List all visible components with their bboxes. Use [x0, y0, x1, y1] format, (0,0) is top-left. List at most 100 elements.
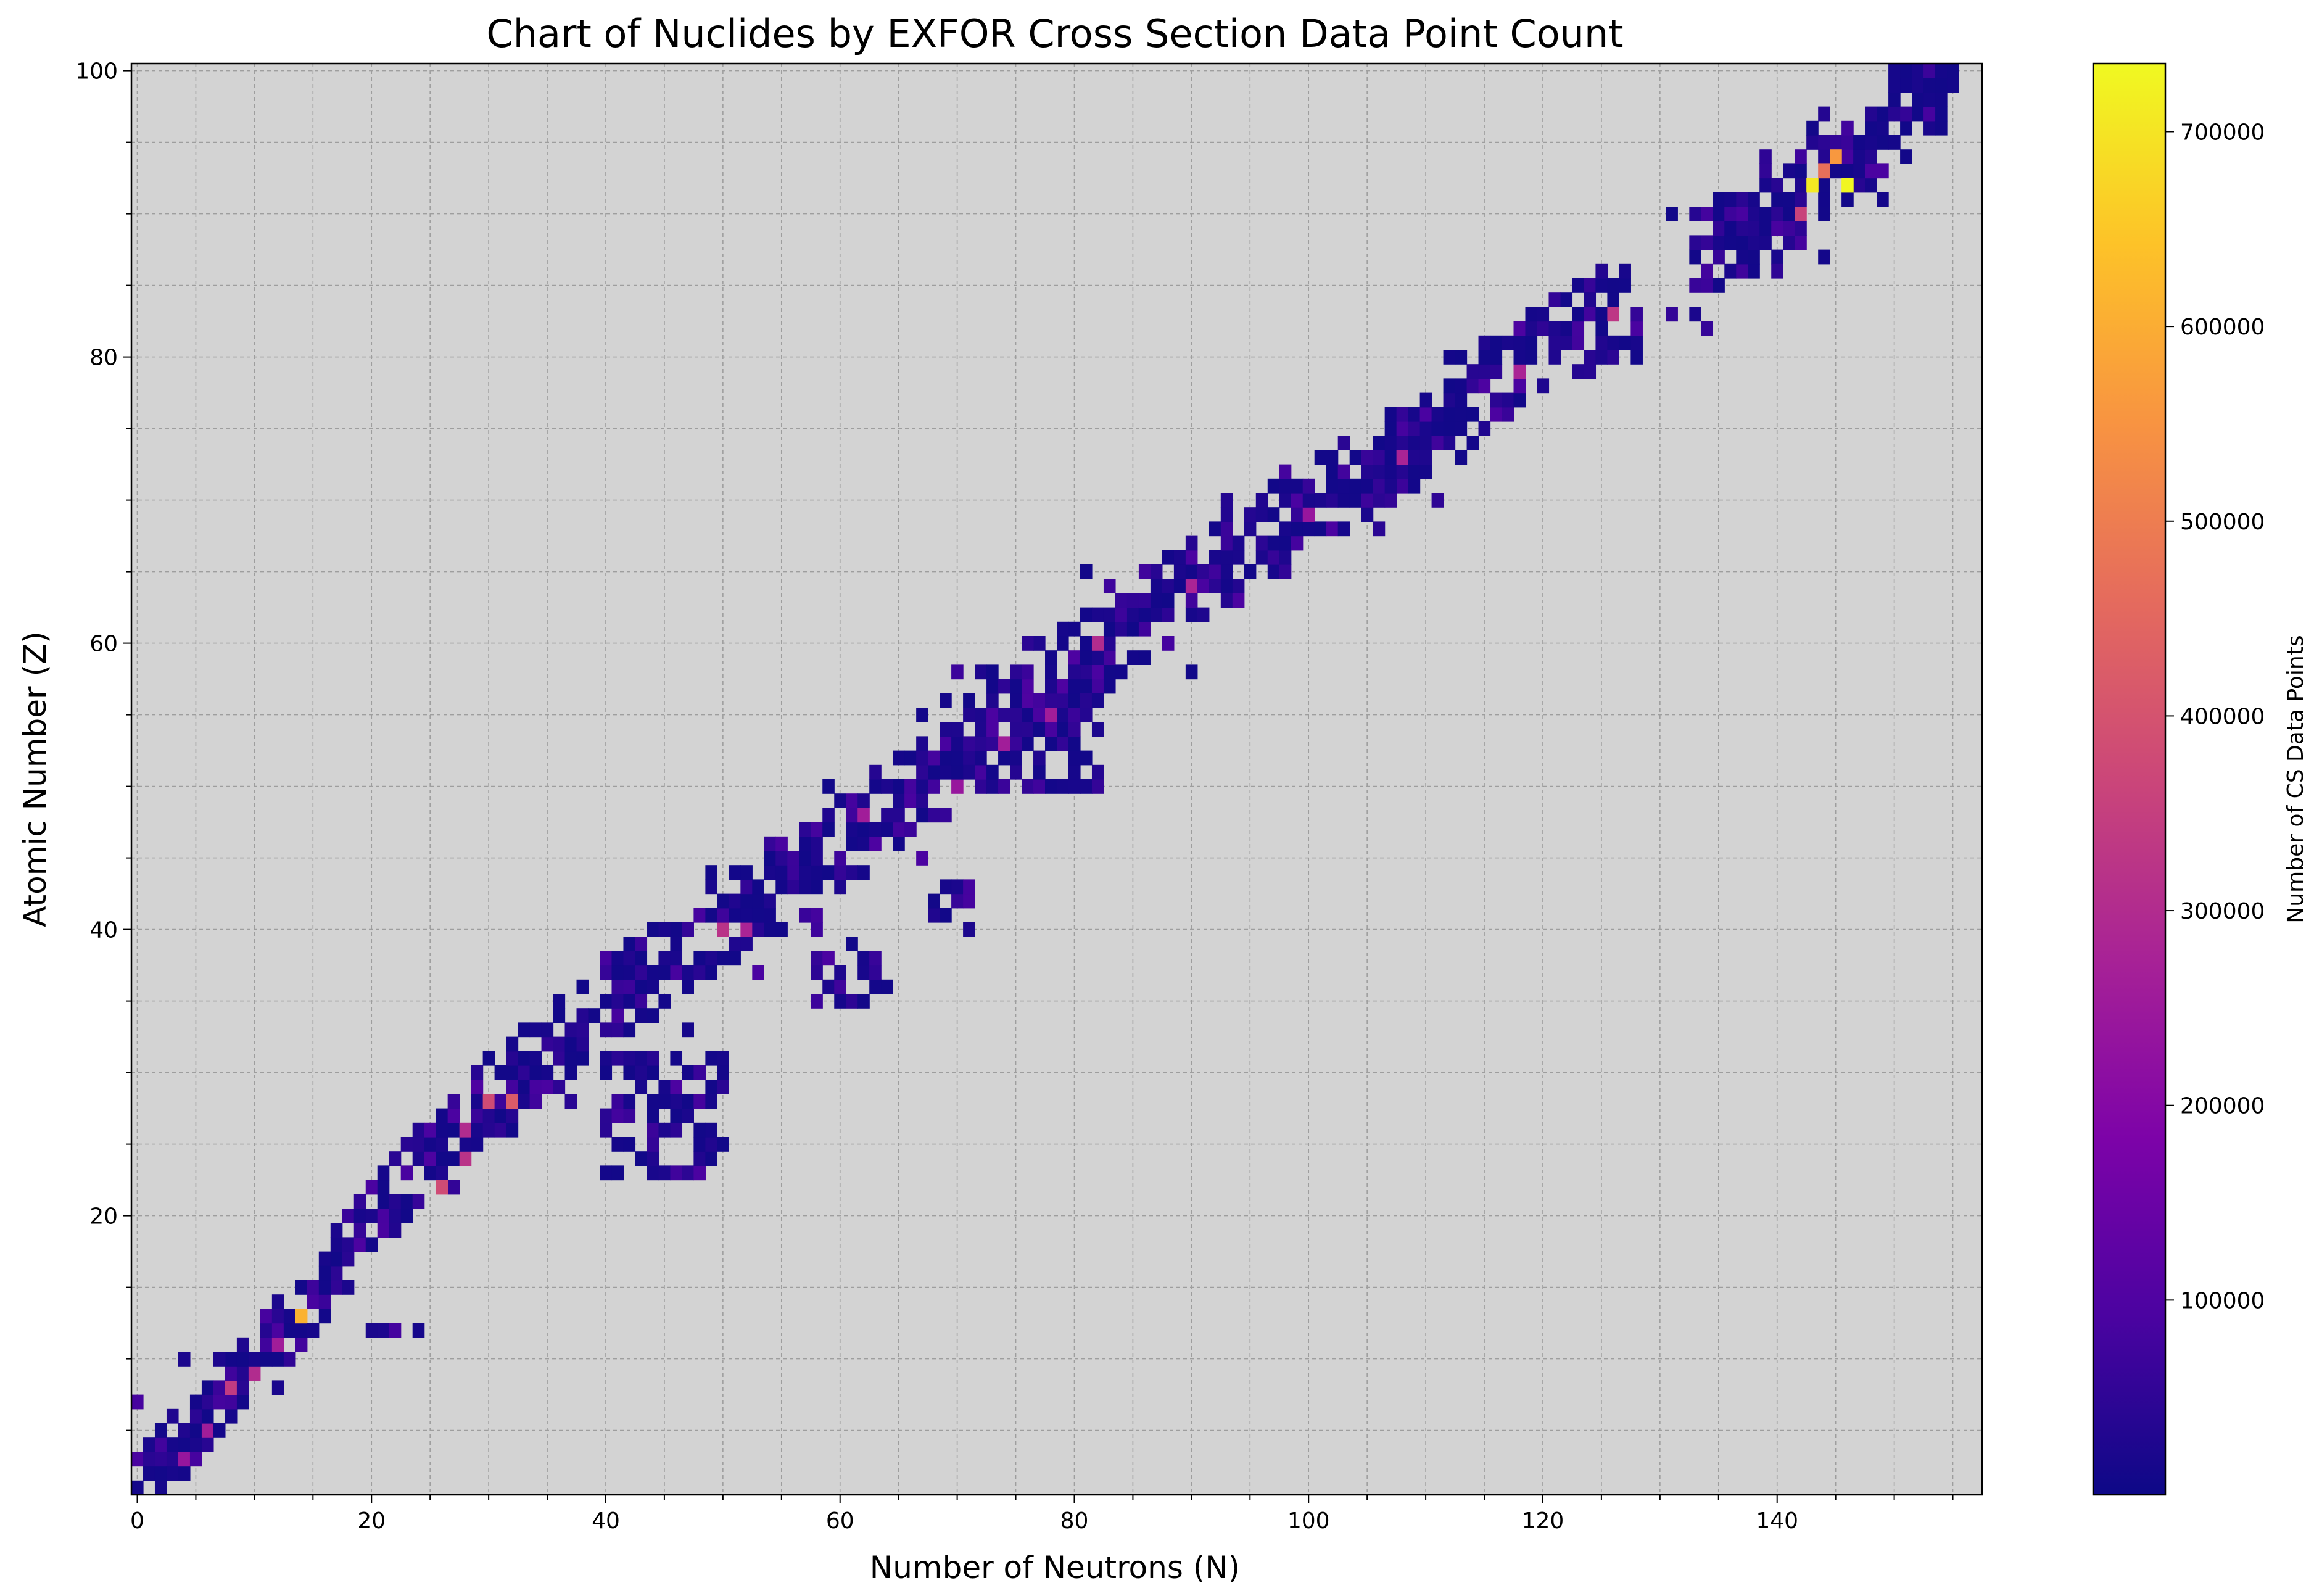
nuclide-cell	[1103, 579, 1116, 593]
nuclide-cell	[330, 1251, 343, 1267]
nuclide-cell	[471, 1137, 484, 1152]
nuclide-cell	[975, 708, 987, 722]
nuclide-cell	[1291, 521, 1304, 537]
nuclide-cell	[400, 1137, 413, 1152]
nuclide-cell	[1841, 178, 1854, 193]
nuclide-cell	[1337, 493, 1350, 508]
nuclide-cell	[377, 1194, 390, 1209]
nuclide-cell	[389, 1209, 402, 1223]
nuclide-cell	[799, 879, 811, 895]
nuclide-cell	[1759, 163, 1772, 179]
nuclide-cell	[1689, 207, 1701, 221]
nuclide-cell	[1783, 235, 1795, 250]
nuclide-cell	[658, 1080, 671, 1094]
nuclide-cell	[729, 937, 741, 951]
nuclide-cell	[635, 979, 648, 994]
nuclide-cell	[1713, 278, 1725, 293]
nuclide-cell	[1806, 135, 1819, 150]
nuclide-cell	[904, 779, 917, 794]
nuclide-cell	[928, 893, 940, 909]
nuclide-cell	[131, 1480, 144, 1495]
nuclide-cell	[1010, 722, 1022, 737]
nuclide-cell	[1736, 263, 1748, 279]
nuclide-cell	[682, 922, 694, 937]
nuclide-cell	[389, 1323, 402, 1338]
nuclide-cell	[1022, 636, 1034, 651]
nuclide-cell	[424, 1151, 437, 1166]
nuclide-cell	[811, 879, 823, 895]
nuclide-cell	[1033, 708, 1046, 722]
nuclide-cell	[1209, 550, 1221, 565]
nuclide-cell	[611, 1108, 624, 1123]
nuclide-cell	[1584, 364, 1597, 379]
nuclide-cell	[1666, 307, 1678, 322]
nuclide-cell	[1091, 650, 1104, 665]
nuclide-cell	[811, 851, 823, 866]
nuclide-cell	[799, 908, 811, 923]
nuclide-cell	[705, 1122, 717, 1138]
nuclide-cell	[1548, 292, 1561, 307]
nuclide-cell	[611, 994, 624, 1009]
x-axis-ticks: 0 20 40 60 80 100 120 140	[130, 1495, 1954, 1534]
nuclide-cell	[541, 1080, 554, 1094]
nuclide-cell	[1783, 207, 1795, 221]
nuclide-cell	[1748, 221, 1760, 236]
nuclide-cell	[682, 979, 694, 994]
nuclide-cell	[236, 1352, 249, 1367]
nuclide-cell	[1795, 163, 1807, 179]
nuclide-cell	[1466, 378, 1479, 394]
nuclide-cell	[1431, 421, 1444, 436]
nuclide-cell	[1689, 278, 1701, 293]
nuclide-cell	[1162, 579, 1175, 593]
nuclide-cell	[389, 1151, 402, 1166]
x-tick-label: 40	[592, 1508, 620, 1534]
nuclide-cell	[1033, 764, 1046, 780]
nuclide-cell	[271, 1337, 284, 1352]
nuclide-cell	[670, 1122, 683, 1138]
nuclide-cell	[1185, 593, 1198, 608]
nuclide-cell	[482, 1122, 495, 1138]
nuclide-cell	[600, 994, 613, 1009]
nuclide-cell	[893, 793, 905, 808]
nuclide-cell	[1408, 407, 1421, 422]
nuclide-cell	[506, 1094, 519, 1109]
nuclide-cell	[1900, 149, 1912, 164]
nuclide-cell	[1853, 163, 1865, 179]
nuclide-cell	[178, 1423, 191, 1438]
nuclide-cell	[1232, 535, 1245, 551]
nuclide-cell	[1103, 679, 1116, 694]
nuclide-cell	[752, 965, 764, 980]
nuclide-cell	[1150, 564, 1163, 579]
nuclide-cell	[318, 1294, 331, 1309]
nuclide-cell	[1455, 421, 1468, 436]
nuclide-cell	[1279, 464, 1292, 479]
nuclide-cell	[447, 1122, 460, 1138]
nuclide-cell	[881, 979, 893, 994]
nuclide-cell	[1057, 779, 1069, 794]
nuclide-cell	[1220, 550, 1233, 565]
nuclide-cell	[365, 1323, 378, 1338]
nuclide-cell	[1759, 235, 1772, 250]
nuclide-cell	[1162, 550, 1175, 565]
nuclide-cell	[143, 1437, 155, 1452]
nuclide-cell	[1478, 335, 1491, 350]
nuclide-cell	[1865, 120, 1877, 136]
nuclide-cell	[635, 937, 648, 951]
nuclide-cell	[1490, 364, 1503, 379]
nuclide-cell	[1771, 263, 1783, 279]
nuclide-cell	[260, 1352, 273, 1367]
nuclide-cell	[1057, 679, 1069, 694]
nuclide-cell	[1724, 235, 1737, 250]
nuclide-cell	[729, 908, 741, 923]
nuclide-cell	[330, 1223, 343, 1238]
nuclide-cell	[1806, 120, 1819, 136]
nuclide-cell	[1595, 350, 1608, 365]
nuclide-cell	[775, 879, 788, 895]
nuclide-cell	[1091, 679, 1104, 694]
nuclide-cell	[225, 1380, 238, 1395]
nuclide-cell	[1068, 679, 1081, 694]
nuclide-cell	[1748, 207, 1760, 221]
nuclide-cell	[1443, 421, 1456, 436]
nuclide-cell	[1713, 235, 1725, 250]
nuclide-cell	[1126, 593, 1139, 608]
